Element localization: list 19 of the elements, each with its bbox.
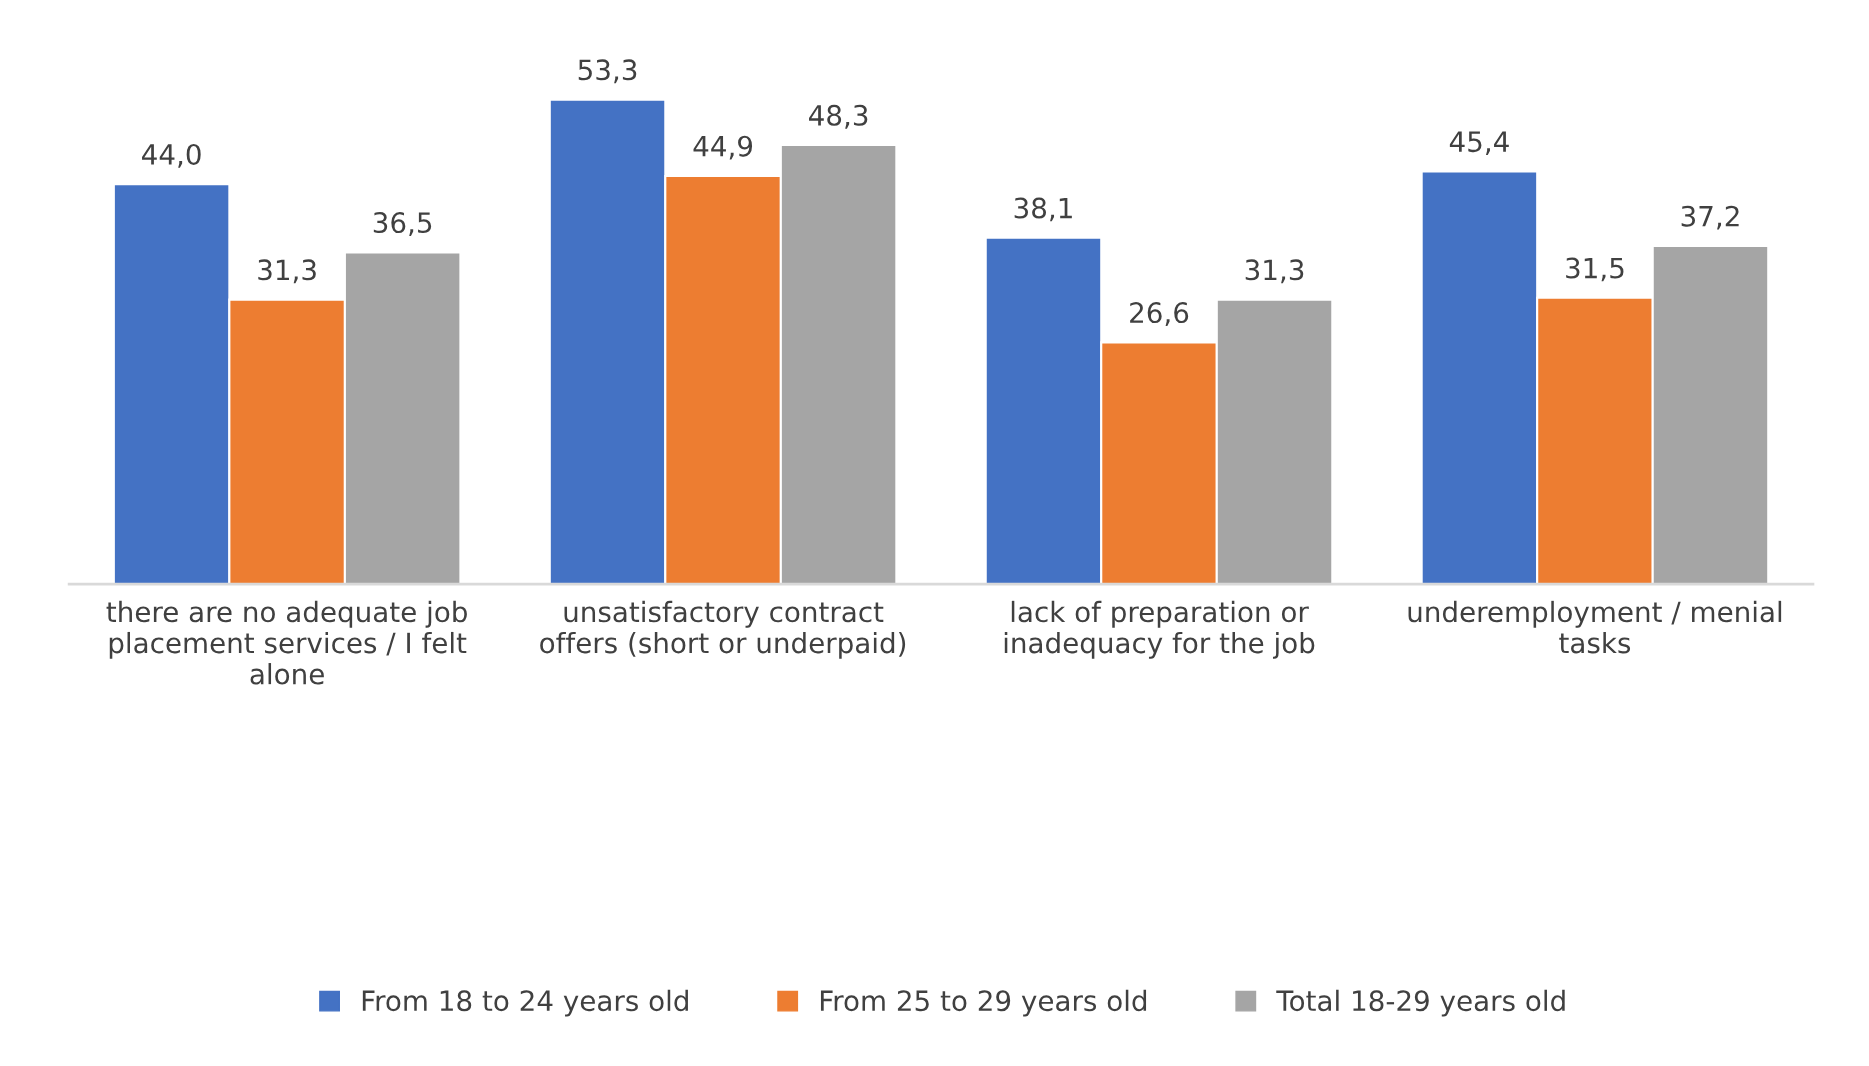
data-label: 26,6 [1130,302,1189,326]
data-label: 31,3 [258,259,316,284]
x-tick-label: lack of preparation or inadequacy for the job [1004,600,1315,659]
data-label: 45,4 [1449,131,1509,155]
data-label: 31,5 [1566,257,1624,282]
data-label: 38,1 [1014,197,1072,222]
x-tick-label: there are no adequate job placement services / I felt alone [106,600,467,685]
data-label: 36,5 [373,212,432,236]
data-label: 44,9 [693,135,753,160]
legend-label: From 18 to 24 years old [362,989,688,1017]
x-tick-label: underemployment / menial tasks [1408,600,1782,654]
data-label: 31,3 [1245,259,1304,284]
data-label: 53,3 [578,59,637,84]
x-tick-label: unsatisfactory contract offers (short or underpaid) [540,600,906,659]
legend-label: Total 18-29 years old [1276,989,1565,1017]
data-label: 37,2 [1681,205,1739,230]
data-label: 44,0 [142,143,201,168]
data-label: 48,3 [809,104,868,129]
legend-label: From 25 to 29 years old [820,989,1147,1017]
